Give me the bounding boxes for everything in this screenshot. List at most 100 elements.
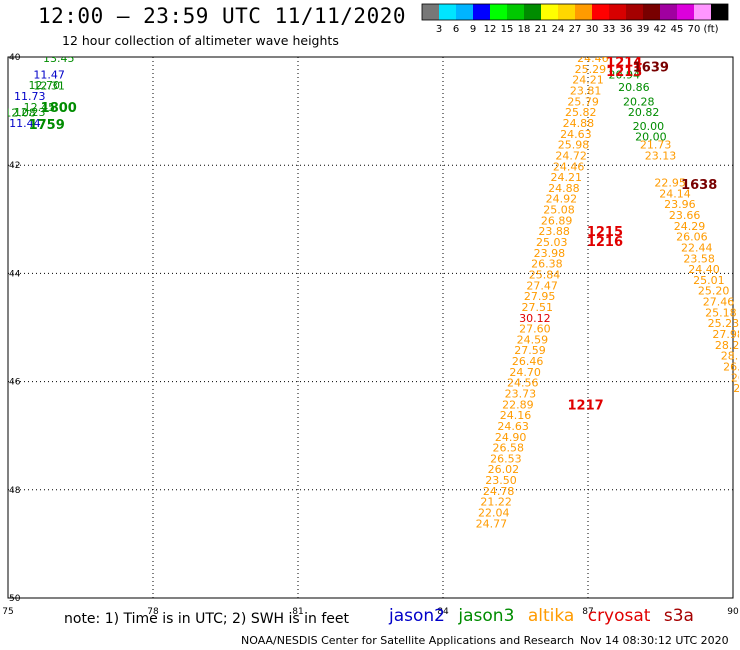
data-label-altika: 24.59 bbox=[517, 333, 549, 346]
colorbar-swatch bbox=[473, 4, 490, 20]
data-label-altika: 24.77 bbox=[476, 517, 508, 530]
y-tick-label: 46 bbox=[9, 378, 21, 388]
data-label-altika: 24.40 bbox=[688, 263, 720, 276]
data-label-altika: 23.73 bbox=[505, 388, 537, 401]
data-label-jason3: 12.70 bbox=[29, 79, 61, 92]
data-label-altika: 25.18 bbox=[705, 306, 737, 319]
data-label-altika: 25.98 bbox=[558, 139, 590, 152]
colorbar-frame bbox=[421, 3, 729, 21]
data-label-altika: 27.46 bbox=[703, 296, 735, 309]
data-label-altika: 23.96 bbox=[664, 198, 696, 211]
data-label-altika: 25.03 bbox=[536, 236, 568, 249]
data-label-altika: 22.04 bbox=[478, 507, 510, 520]
colorbar-swatch bbox=[711, 4, 728, 20]
y-tick-label: 50 bbox=[9, 594, 21, 604]
time-label: 1214 bbox=[606, 55, 642, 70]
chart-subtitle: 12 hour collection of altimeter wave hei… bbox=[62, 33, 339, 48]
data-label-jason3: 12.45 bbox=[24, 101, 56, 114]
data-label-altika: 24.63 bbox=[560, 128, 592, 141]
time-label: 1216 bbox=[587, 235, 623, 250]
colorbar-swatch bbox=[609, 4, 626, 20]
data-label-altika: 26.53 bbox=[490, 452, 522, 465]
colorbar-label: 30 bbox=[586, 24, 599, 35]
data-label-jason3: 12.08 bbox=[4, 107, 36, 120]
data-label-altika: 24.90 bbox=[495, 431, 527, 444]
data-label-jason2: 11.73 bbox=[14, 90, 46, 103]
data-label-jason3: 13.45 bbox=[43, 52, 75, 65]
data-label-altika: 24.63 bbox=[497, 420, 529, 433]
data-label-altika: 23.88 bbox=[538, 225, 570, 238]
colorbar-swatch bbox=[524, 4, 541, 20]
timestamp: Nov 14 08:30:12 UTC 2020 bbox=[580, 634, 729, 647]
colorbar-label: 9 bbox=[470, 24, 476, 35]
data-label-altika: 24.46 bbox=[553, 160, 585, 173]
colorbar: 3 6 9 12 15 18 21 24 27 30 33 36 39 42 45 70 (ft) bbox=[421, 3, 729, 35]
data-label-altika: 23.98 bbox=[534, 247, 566, 260]
colorbar-label: 42 bbox=[654, 24, 667, 35]
data-label-jason3: 20.94 bbox=[609, 68, 641, 81]
data-label-altika: 28.7 bbox=[721, 350, 740, 363]
data-label-altika: 24.92 bbox=[546, 193, 578, 206]
data-label-altika: 22.95 bbox=[654, 177, 686, 190]
colorbar-swatch bbox=[456, 4, 473, 20]
colorbar-label: 21 bbox=[535, 24, 548, 35]
data-label-altika: 28 bbox=[733, 382, 740, 395]
data-label-altika: 24.21 bbox=[551, 171, 583, 184]
legend-item-s3a: s3a bbox=[663, 606, 694, 626]
time-label: 1638 bbox=[681, 178, 717, 193]
data-label-jason3: 20.00 bbox=[635, 131, 667, 144]
data-label-altika: 24.14 bbox=[659, 187, 691, 200]
data-label-altika: 22.89 bbox=[502, 398, 534, 411]
data-label-altika: 25.20 bbox=[698, 285, 730, 298]
x-tick-label: 78 bbox=[147, 607, 159, 617]
credit-line: NOAA/NESDIS Center for Satellite Applica… bbox=[241, 634, 575, 647]
colorbar-label: 15 bbox=[501, 24, 514, 35]
data-label-jason3: 12.23 bbox=[14, 106, 46, 119]
data-label-altika: 27.60 bbox=[519, 323, 551, 336]
x-tick-label: 90 bbox=[727, 607, 739, 617]
data-label-altika: 25.79 bbox=[567, 95, 599, 108]
colorbar-swatch bbox=[694, 4, 711, 20]
data-label-altika: 27.59 bbox=[514, 344, 546, 357]
colorbar-label: 12 bbox=[484, 24, 497, 35]
data-label-altika: 24.70 bbox=[509, 366, 541, 379]
colorbar-label: 39 bbox=[637, 24, 650, 35]
data-label-altika: 27.98 bbox=[712, 328, 740, 341]
data-label-altika: 25.08 bbox=[543, 204, 575, 217]
data-label-jason3: 20.82 bbox=[628, 106, 660, 119]
data-label-altika: 24.72 bbox=[555, 149, 587, 162]
x-tick-label: 87 bbox=[582, 607, 593, 617]
data-label-altika: 26.58 bbox=[493, 442, 525, 455]
data-label-altika: 24.21 bbox=[572, 74, 604, 87]
legend-item-jason3: jason3 bbox=[458, 606, 515, 626]
colorbar-label: 45 bbox=[671, 24, 684, 35]
time-label: 1213 bbox=[606, 65, 642, 80]
colorbar-swatch bbox=[439, 4, 456, 20]
data-label-altika: 24.56 bbox=[507, 377, 539, 390]
data-label-altika: 23.13 bbox=[645, 149, 677, 162]
colorbar-label: 27 bbox=[569, 24, 582, 35]
data-label-altika: 24.88 bbox=[563, 117, 595, 130]
colorbar-swatch bbox=[490, 4, 507, 20]
x-tick-label: 81 bbox=[292, 607, 303, 617]
colorbar-swatch bbox=[643, 4, 660, 20]
data-label-jason2: 11.47 bbox=[33, 68, 65, 81]
y-tick-label: 42 bbox=[9, 161, 20, 171]
data-label-altika: 23.81 bbox=[570, 85, 602, 98]
x-tick-label: 75 bbox=[2, 607, 13, 617]
data-label-altika: 28.22 bbox=[715, 339, 740, 352]
data-label-altika: 26.7 bbox=[723, 360, 740, 373]
legend: jason2 jason3 altika cryosat s3a bbox=[389, 606, 702, 626]
data-label-altika: 26.06 bbox=[676, 231, 708, 244]
data-label-cryosat: 30.12 bbox=[519, 312, 551, 325]
data-label-altika: 24.78 bbox=[483, 485, 515, 498]
colorbar-label: 33 bbox=[603, 24, 616, 35]
y-tick-label: 44 bbox=[9, 269, 21, 279]
colorbar-swatch bbox=[626, 4, 643, 20]
data-label-altika: 21.22 bbox=[480, 496, 512, 509]
time-label: 1639 bbox=[633, 61, 669, 76]
legend-item-cryosat: cryosat bbox=[587, 606, 651, 626]
colorbar-label: 70 bbox=[688, 24, 701, 35]
data-label-altika: 22.44 bbox=[681, 241, 713, 254]
